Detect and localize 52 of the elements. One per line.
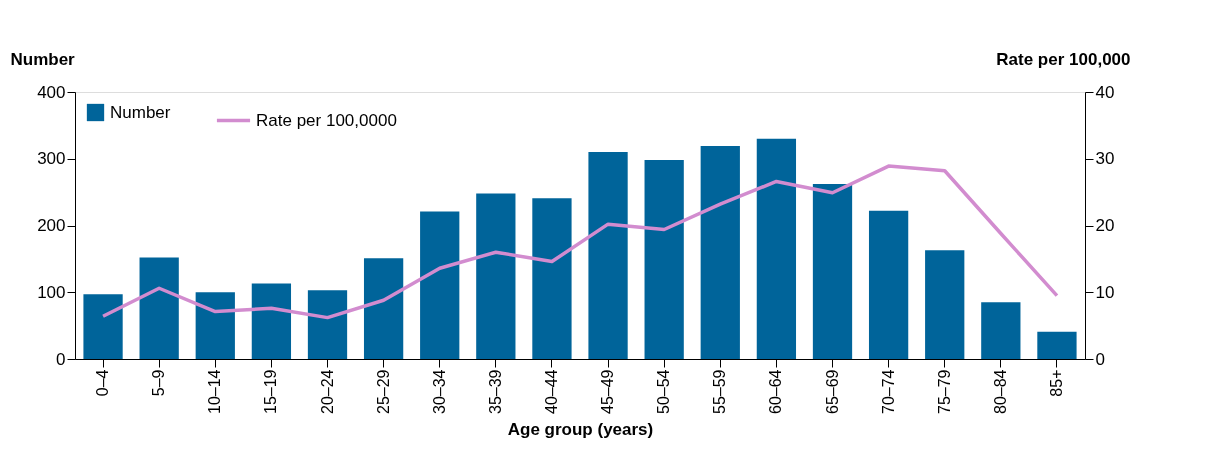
bar <box>251 283 292 359</box>
y-tick-label: 0 <box>56 349 66 369</box>
x-tick-label: 80–84 <box>991 369 1009 414</box>
y-tick-label: 100 <box>37 282 66 302</box>
x-tick-label: 75–79 <box>935 369 953 414</box>
y2-tick-label: 30 <box>1095 149 1115 169</box>
x-tick-label: 10–14 <box>206 369 224 414</box>
bar <box>812 184 853 359</box>
y2-tick-label: 0 <box>1095 349 1105 369</box>
legend-label: Number <box>110 102 171 122</box>
x-tick-label: 35–39 <box>486 369 504 414</box>
x-tick-label: 30–34 <box>430 369 448 414</box>
bar <box>868 210 909 359</box>
x-tick-label: 25–29 <box>374 369 392 414</box>
bar <box>588 152 628 359</box>
x-axis-title: Age group (years) <box>507 419 654 439</box>
line-series <box>101 164 1059 320</box>
x-tick-label: 85+ <box>1047 369 1065 397</box>
legend-label: Rate per 100,0000 <box>256 110 397 130</box>
x-tick-label: 55–59 <box>711 369 729 414</box>
bar <box>139 257 179 359</box>
x-tick-label: 15–19 <box>262 369 280 414</box>
bar <box>1037 331 1077 359</box>
x-tick-label: 60–64 <box>767 369 785 414</box>
bar <box>925 250 965 359</box>
y-tick-label: 200 <box>37 216 66 235</box>
x-tick-label: 5–9 <box>150 369 168 397</box>
bar <box>981 302 1021 359</box>
bar <box>420 211 460 359</box>
x-tick-label: 40–44 <box>542 369 560 414</box>
bar <box>195 292 235 359</box>
bar <box>307 290 348 359</box>
y-tick-label: 400 <box>37 82 66 102</box>
x-tick-label: 50–54 <box>655 369 673 414</box>
y2-tick-label: 10 <box>1095 282 1115 302</box>
x-tick-label: 45–49 <box>599 369 617 414</box>
x-tick-label: 20–24 <box>318 369 336 414</box>
y-tick-label: 300 <box>37 149 66 169</box>
x-tick-label: 70–74 <box>879 369 897 414</box>
bar <box>363 258 404 359</box>
y2-tick-label: 20 <box>1095 216 1115 235</box>
bar <box>700 146 740 359</box>
y2-tick-label: 40 <box>1095 82 1115 102</box>
y2-axis-title: Rate per 100,000 <box>996 49 1131 69</box>
y-axis-title: Number <box>10 49 76 69</box>
x-tick-label: 65–69 <box>823 369 841 414</box>
bar <box>83 294 123 359</box>
x-tick-label: 0–4 <box>94 369 112 397</box>
bar <box>644 160 684 359</box>
bar <box>476 193 516 359</box>
bar <box>756 138 797 359</box>
bar <box>532 198 572 359</box>
